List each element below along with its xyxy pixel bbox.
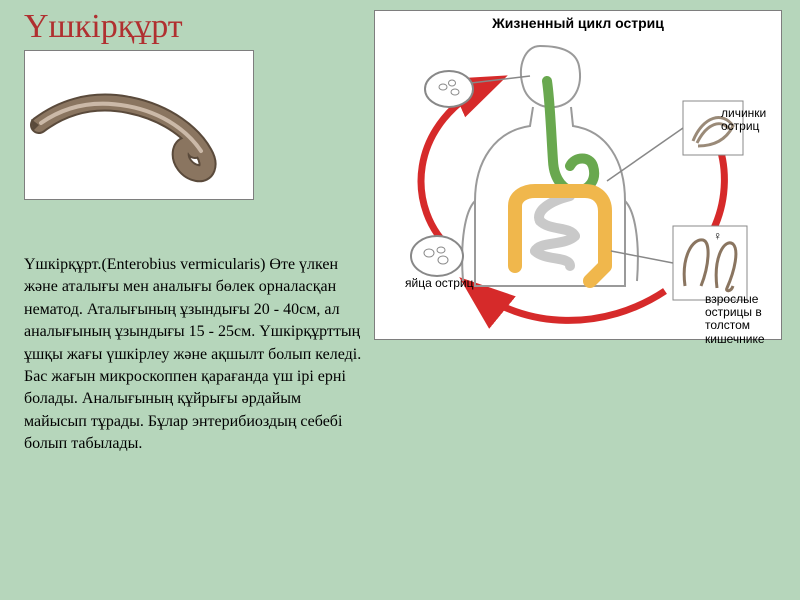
description-text: Үшкірқұрт.(Enterobius vermicularis) Өте …: [24, 254, 364, 456]
worm-illustration: [29, 55, 249, 195]
worm-image-box: [24, 50, 254, 200]
page-title: Үшкірқұрт: [24, 8, 183, 46]
label-larvae: личинки остриц: [721, 107, 777, 133]
lifecycle-diagram: Жизненный цикл остриц: [374, 10, 782, 340]
label-adults: взрослые острицы в толстом кишечнике: [705, 293, 777, 346]
diagram-title: Жизненный цикл остриц: [375, 11, 781, 31]
label-eggs: яйца остриц: [405, 277, 485, 290]
svg-text:♀: ♀: [713, 229, 722, 243]
